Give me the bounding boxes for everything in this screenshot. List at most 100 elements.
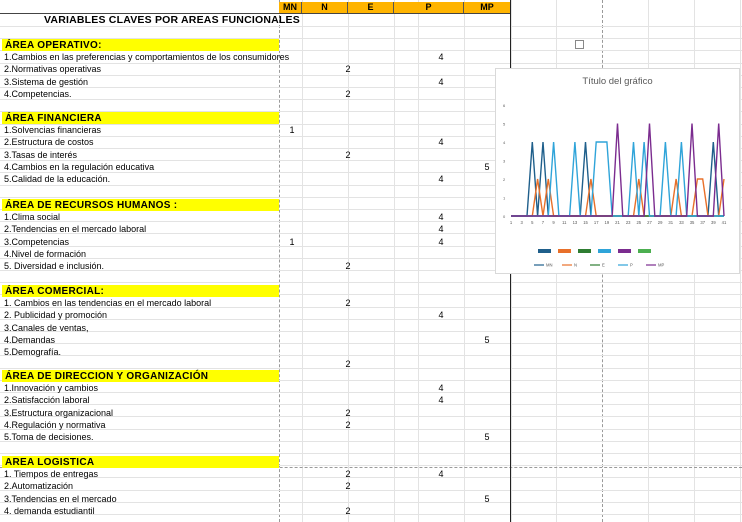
grid-row-line: [0, 380, 742, 381]
item-label[interactable]: 1. Tiempos de entregas: [4, 469, 99, 479]
item-score[interactable]: 5: [484, 162, 490, 172]
item-score[interactable]: 2: [345, 469, 351, 479]
grid-column-line: [740, 0, 741, 522]
item-score[interactable]: 4: [438, 77, 444, 87]
section-header[interactable]: ÁREA DE RECURSOS HUMANOS :: [2, 199, 279, 211]
checkbox[interactable]: [575, 40, 584, 49]
item-label[interactable]: 4.Demandas: [4, 335, 56, 345]
col-header-mn[interactable]: MN: [279, 2, 302, 13]
item-score[interactable]: 5: [484, 432, 490, 442]
x-tick-label: 3: [520, 220, 523, 225]
item-score[interactable]: 4: [438, 310, 444, 320]
section-header[interactable]: ÁREA FINANCIERA: [2, 112, 279, 124]
item-score[interactable]: 4: [438, 137, 444, 147]
grid-row-line: [0, 355, 742, 356]
item-score[interactable]: 2: [345, 408, 351, 418]
section-header[interactable]: AREA LOGISTICA: [2, 456, 279, 468]
sheet-title[interactable]: VARIABLES CLAVES POR AREAS FUNCIONALES: [44, 14, 300, 26]
item-score[interactable]: 2: [345, 89, 351, 99]
section-header[interactable]: ÁREA COMERCIAL:: [2, 285, 279, 297]
x-tick-label: 39: [711, 220, 716, 225]
item-label[interactable]: 5.Toma de decisiones.: [4, 432, 94, 442]
item-score[interactable]: 4: [438, 395, 444, 405]
item-score[interactable]: 2: [345, 481, 351, 491]
item-score[interactable]: 5: [484, 335, 490, 345]
grid-row-line: [0, 441, 742, 442]
item-score[interactable]: 5: [484, 494, 490, 504]
item-label[interactable]: 2.Normativas operativas: [4, 64, 102, 74]
grid-row-line: [0, 148, 742, 149]
grid-column-line: [348, 0, 349, 522]
legend-label-mn: MN: [546, 263, 553, 268]
item-label[interactable]: 3.Competencias: [4, 237, 70, 247]
item-label[interactable]: 5.Demografía.: [4, 347, 62, 357]
grid-row-line: [0, 490, 742, 491]
y-tick-label: 1: [503, 196, 506, 201]
grid-row-line: [0, 319, 742, 320]
y-tick-label: 2: [503, 177, 506, 182]
series-line-n: [511, 178, 725, 217]
chart[interactable]: Título del gráfico 0 1 2 3 4 5 6 1 3 5 7 9 11 13 15 17 1…: [495, 68, 740, 274]
item-label[interactable]: 4.Nivel de formación: [4, 249, 87, 259]
item-score[interactable]: 2: [345, 261, 351, 271]
item-label[interactable]: 5.Calidad de la educación.: [4, 174, 111, 184]
item-score[interactable]: 2: [345, 420, 351, 430]
item-score[interactable]: 4: [438, 224, 444, 234]
item-label[interactable]: 1.Innovación y cambios: [4, 383, 99, 393]
series-swatch-n: [558, 249, 571, 253]
item-label[interactable]: 1. Cambios en las tendencias en el merca…: [4, 298, 212, 308]
item-label[interactable]: 1.Cambios en las preferencias y comporta…: [4, 52, 290, 62]
y-tick-label: 3: [503, 159, 506, 164]
item-label[interactable]: 2.Satisfacción laboral: [4, 395, 90, 405]
item-label[interactable]: 3.Sistema de gestión: [4, 77, 89, 87]
grid-row-line: [0, 160, 742, 161]
section-header[interactable]: ÁREA OPERATIVO:: [2, 39, 279, 51]
item-label[interactable]: 2.Automatización: [4, 481, 74, 491]
item-label[interactable]: 3.Tasas de interés: [4, 150, 78, 160]
col-header-mp[interactable]: MP: [464, 2, 511, 13]
item-label[interactable]: 1.Clima social: [4, 212, 61, 222]
item-score[interactable]: 4: [438, 174, 444, 184]
grid-row-line: [0, 136, 742, 137]
x-tick-label: 1: [510, 220, 513, 225]
grid-column-line: [464, 0, 465, 522]
grid-row-line: [0, 38, 742, 39]
item-label[interactable]: 2. Publicidad y promoción: [4, 310, 108, 320]
col-header-p[interactable]: P: [394, 2, 464, 13]
grid-row-line: [0, 99, 742, 100]
item-label[interactable]: 2.Estructura de costos: [4, 137, 94, 147]
item-label[interactable]: 4. demanda estudiantil: [4, 506, 95, 516]
item-score[interactable]: 2: [345, 150, 351, 160]
item-label[interactable]: 4.Cambios en la regulación educativa: [4, 162, 155, 172]
chart-title[interactable]: Título del gráfico: [582, 76, 653, 87]
grid-row-line: [0, 258, 742, 259]
col-header-e[interactable]: E: [348, 2, 394, 13]
item-score[interactable]: 4: [438, 52, 444, 62]
item-score[interactable]: 1: [289, 237, 295, 247]
item-score[interactable]: 2: [345, 359, 351, 369]
item-label[interactable]: 2.Tendencias en el mercado laboral: [4, 224, 147, 234]
item-label[interactable]: 4.Regulación y normativa: [4, 420, 106, 430]
item-score[interactable]: 1: [289, 125, 295, 135]
item-score[interactable]: 2: [345, 298, 351, 308]
section-header[interactable]: ÁREA DE DIRECCION Y ORGANIZACIÓN: [2, 370, 279, 382]
item-label[interactable]: 3.Estructura organizacional: [4, 408, 114, 418]
item-score[interactable]: 2: [345, 506, 351, 516]
grid-column-line: [418, 0, 419, 522]
item-score[interactable]: 2: [345, 64, 351, 74]
item-score[interactable]: 4: [438, 383, 444, 393]
item-label[interactable]: 1.Solvencias financieras: [4, 125, 102, 135]
item-label[interactable]: 3.Canales de ventas,: [4, 323, 89, 333]
grid-row-line: [0, 233, 742, 234]
grid-row-line: [0, 514, 742, 515]
item-score[interactable]: 4: [438, 469, 444, 479]
col-header-n[interactable]: N: [302, 2, 348, 13]
item-score[interactable]: 4: [438, 237, 444, 247]
item-label[interactable]: 5. Diversidad e inclusión.: [4, 261, 105, 271]
item-score[interactable]: 4: [438, 212, 444, 222]
item-label[interactable]: 3.Tendencias en el mercado: [4, 494, 117, 504]
grid-row-line: [0, 270, 742, 271]
item-label[interactable]: 4.Competencias.: [4, 89, 72, 99]
